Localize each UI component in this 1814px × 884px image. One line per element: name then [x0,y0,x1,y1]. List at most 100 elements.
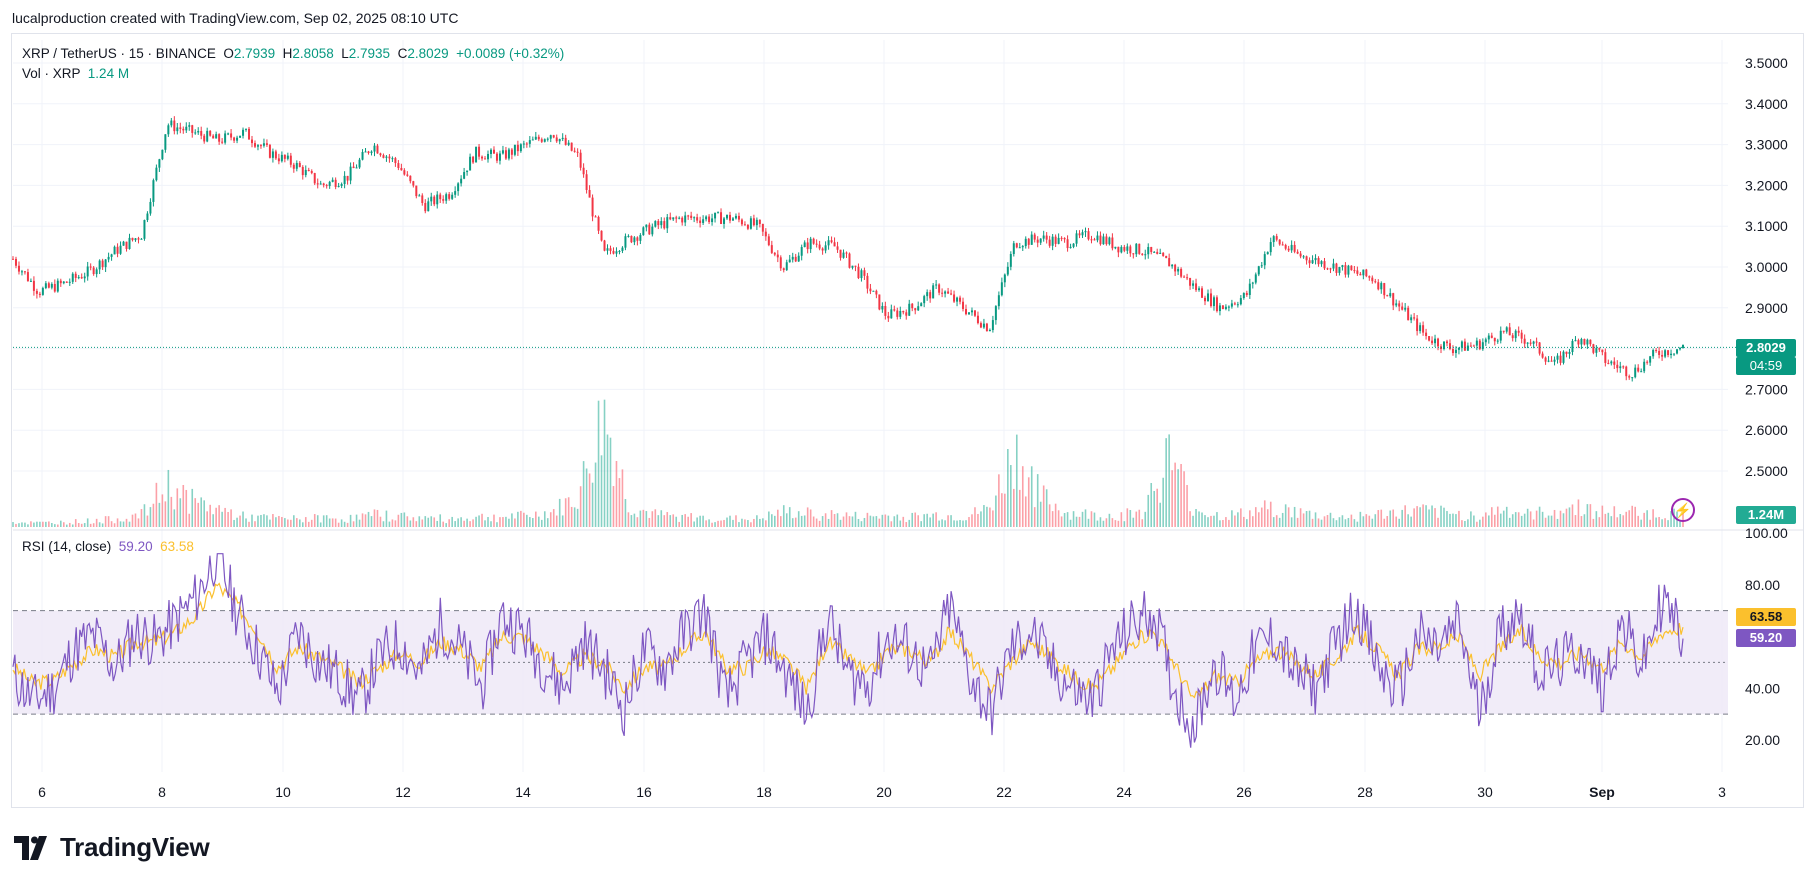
volume-bar [526,514,528,527]
volume-bar [1189,511,1191,527]
rsi-label[interactable]: RSI (14, close) [22,539,112,554]
volume-bar [523,512,525,527]
volume-bar [1461,520,1463,527]
volume-bar [537,516,540,527]
price-candle-body [965,308,968,315]
volume-bar [800,515,803,527]
volume-bar [857,518,860,527]
price-candle-body [1230,303,1233,307]
volume-bar [451,516,453,527]
volume-bar [1634,506,1637,527]
price-candle-body [830,240,833,243]
volume-bar [1111,518,1114,527]
price-candle-body [89,266,92,268]
symbol-title[interactable]: XRP / TetherUS · 15 · BINANCE [22,46,216,61]
volume-bar [176,488,179,527]
price-axis-label: 3.4000 [1745,96,1788,112]
volume-bar [1290,517,1293,527]
price-candle-body [1577,340,1580,345]
volume-bar [104,516,107,527]
volume-bar [827,518,830,527]
price-candle-body [687,215,690,217]
price-candle-body [1631,377,1634,379]
volume-bar [1171,470,1173,527]
volume-label[interactable]: Vol · XRP [22,66,81,81]
volume-bar [1296,517,1299,527]
price-candle-body [1036,239,1039,243]
volume-bar [968,517,970,527]
volume-bar [1428,509,1430,527]
volume-bar [206,511,208,527]
price-candle-body [806,242,809,250]
price-candle-body [489,149,492,154]
price-candle-body [988,330,991,332]
rsi-ma-line [12,582,1684,699]
volume-bar [1589,504,1592,527]
price-candle-body [887,315,890,319]
price-candle-body [475,146,478,163]
volume-bar [558,498,561,527]
volume-bar [911,512,914,527]
volume-bar [756,515,758,527]
volume-bar [385,510,388,527]
volume-bar [346,522,349,527]
volume-bar [1488,515,1490,527]
price-candle-body [1562,351,1565,363]
price-candle-body [197,131,200,133]
tradingview-logo[interactable]: TradingView [14,832,210,863]
volume-bar [1162,477,1164,527]
price-candle-body [767,236,770,246]
price-candle-body [364,151,367,153]
price-candle-body [648,224,651,235]
price-candle-body [1206,293,1209,302]
volume-bar [1535,510,1538,527]
volume-bar [36,521,38,527]
price-candle-body [773,252,776,255]
volume-bar [1505,506,1508,527]
price-candle-body [1218,305,1221,312]
volume-bar [1664,518,1666,527]
lightning-icon[interactable]: ⚡ [1671,498,1695,522]
price-candle-body [212,135,215,139]
volume-bar [1562,513,1565,527]
volume-bar [1308,510,1311,527]
volume-bar [1287,507,1290,527]
volume-bar [65,524,68,527]
price-candle-body [917,306,920,311]
volume-bar [1042,485,1045,527]
volume-bar [33,522,35,527]
volume-bar [1511,514,1514,527]
price-candle-body [113,246,116,255]
price-candle-body [630,235,633,243]
volume-bar [1081,511,1084,527]
volume-bar [1571,504,1574,527]
price-candle-body [839,249,842,258]
price-candle-body [298,162,301,167]
volume-bar [797,511,800,527]
price-candle-body [418,195,421,197]
price-candle-body [35,290,38,294]
volume-bar [956,520,958,527]
price-candle-body [597,216,600,231]
volume-bar [1099,517,1102,527]
price-candle-body [379,153,382,156]
volume-bar [406,516,409,527]
price-candle-body [1209,293,1212,307]
price-candle-body [1362,269,1365,276]
volume-bar [1168,434,1170,527]
volume-bar [1592,518,1595,527]
volume-bar [1021,466,1024,527]
volume-bar [651,511,654,527]
countdown-tag: 04:59 [1736,357,1796,375]
price-candle-body [782,268,785,271]
price-candle-body [26,272,29,282]
volume-bar [1207,517,1209,527]
price-candle-body [737,215,740,220]
volume-bar [603,399,606,527]
volume-bar [140,509,143,527]
volume-bar [415,521,418,527]
price-candle-body [1490,335,1493,338]
volume-bar [747,520,749,527]
price-candle-body [1670,353,1673,356]
